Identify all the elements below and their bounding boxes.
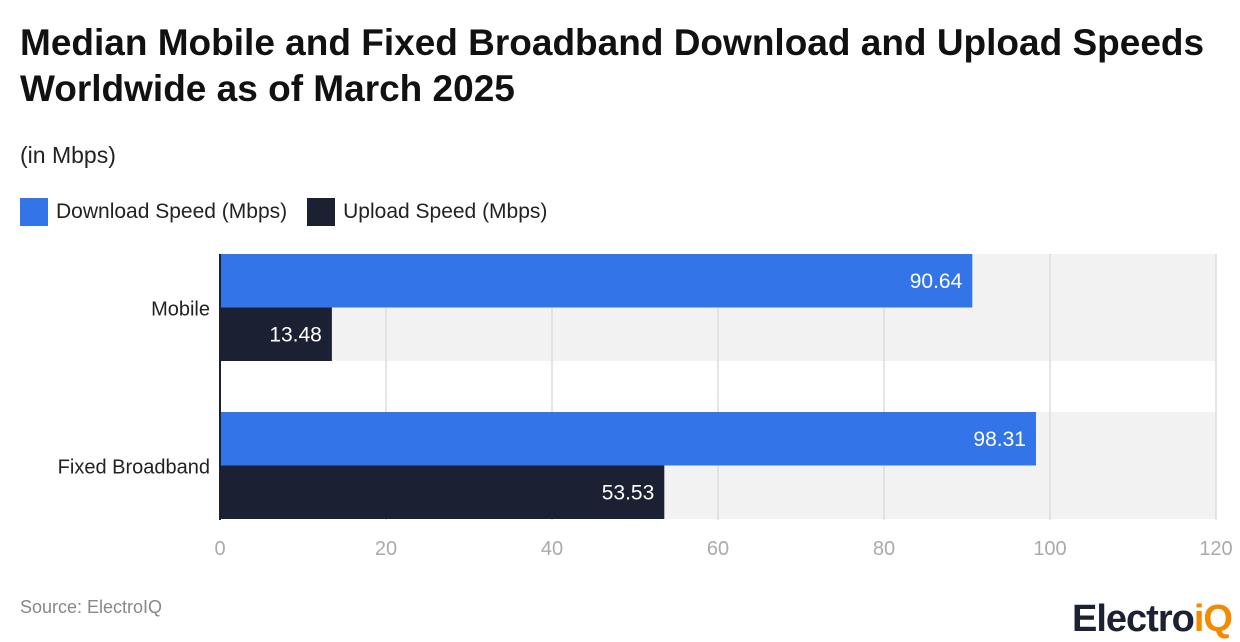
- legend-item-upload: Upload Speed (Mbps): [307, 198, 547, 226]
- logo-accent: iQ: [1193, 598, 1233, 640]
- x-tick-label: 60: [707, 538, 729, 560]
- electroiq-logo: ElectroiQ: [1072, 598, 1233, 641]
- bar-download: [220, 412, 1036, 466]
- chart-subtitle: (in Mbps): [20, 142, 116, 168]
- chart-title: Median Mobile and Fixed Broadband Downlo…: [20, 22, 1205, 109]
- legend: Download Speed (Mbps) Upload Speed (Mbps…: [20, 198, 567, 226]
- category-label: Mobile: [151, 299, 210, 321]
- legend-swatch-download: [20, 198, 48, 226]
- x-tick-label: 80: [873, 538, 895, 560]
- bar-download: [220, 254, 973, 308]
- legend-label-upload: Upload Speed (Mbps): [343, 200, 548, 223]
- legend-swatch-upload: [307, 198, 336, 226]
- data-label: 53.53: [602, 481, 655, 504]
- category-label: Fixed Broadband: [58, 457, 210, 479]
- bar-upload: [220, 307, 332, 361]
- bar-upload: [220, 465, 665, 519]
- legend-item-download: Download Speed (Mbps): [20, 198, 287, 226]
- source-note: Source: ElectroIQ: [20, 597, 163, 617]
- x-tick-label: 100: [1033, 538, 1066, 560]
- logo-main: Electro: [1072, 598, 1195, 640]
- x-tick-label: 0: [214, 538, 225, 560]
- x-tick-label: 120: [1199, 538, 1232, 560]
- x-tick-label: 40: [541, 538, 563, 560]
- data-label: 90.64: [910, 270, 963, 293]
- x-tick-label: 20: [375, 538, 397, 560]
- data-label: 13.48: [269, 323, 322, 346]
- data-label: 98.31: [973, 428, 1026, 451]
- legend-label-download: Download Speed (Mbps): [56, 200, 288, 223]
